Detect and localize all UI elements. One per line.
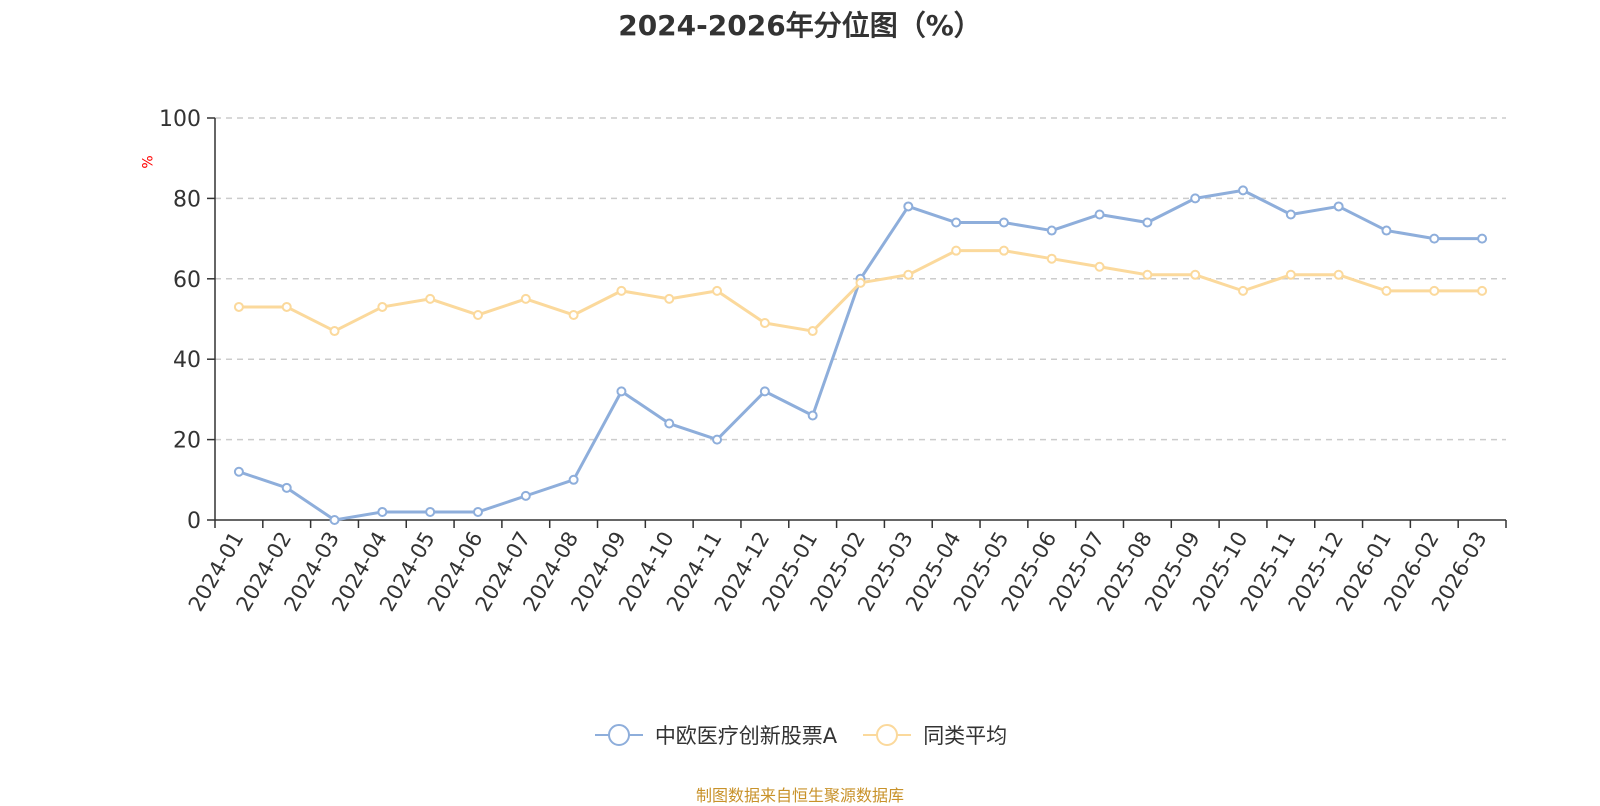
series-2-point [1094, 261, 1105, 272]
series-1-point [903, 201, 914, 212]
series-2-point [1381, 285, 1392, 296]
series-1-point [1142, 217, 1153, 228]
series-1-point [1238, 185, 1249, 196]
series-2-point [998, 245, 1009, 256]
series-2-point [472, 309, 483, 320]
series-2-point [951, 245, 962, 256]
y-tick-label: 40 [173, 348, 201, 373]
series-2-point [903, 269, 914, 280]
y-tick-label: 0 [187, 509, 201, 534]
series-2-point [855, 277, 866, 288]
series-2-point [281, 301, 292, 312]
series-2-point [233, 301, 244, 312]
legend-item-series-a[interactable]: 中欧医疗创新股票A [593, 720, 837, 750]
series-1-point [807, 410, 818, 421]
y-axis-unit-label: % [140, 155, 157, 169]
legend-item-series-b[interactable]: 同类平均 [861, 720, 1007, 750]
series-2-point [807, 326, 818, 337]
series-1-point [616, 386, 627, 397]
series-2-point [1190, 269, 1201, 280]
legend-marker-icon [594, 724, 643, 746]
series-1-point [1429, 233, 1440, 244]
series-1-point [1333, 201, 1344, 212]
series-2-point [1285, 269, 1296, 280]
series-1-point [281, 482, 292, 493]
series-1-point [1046, 225, 1057, 236]
legend-label: 中欧医疗创新股票A [654, 724, 838, 748]
series-1-point [472, 506, 483, 517]
series-2-point [759, 318, 770, 329]
legend-marker-icon [863, 724, 912, 746]
legend-label: 同类平均 [923, 724, 1008, 748]
series-2-point [425, 293, 436, 304]
series-1-point [664, 418, 675, 429]
y-tick-label: 100 [159, 107, 201, 132]
series-2-point [616, 285, 627, 296]
series-1-point [1381, 225, 1392, 236]
series-1-point [759, 386, 770, 397]
y-tick-label: 80 [173, 187, 201, 212]
series-1-point [520, 490, 531, 501]
chart-title: 2024-2026年分位图（%） [618, 9, 982, 42]
series-1-point [425, 506, 436, 517]
series-2-point [712, 285, 723, 296]
series-1-point [1285, 209, 1296, 220]
series-1-point [951, 217, 962, 228]
series-line-2 [238, 249, 1483, 333]
series-2-point [664, 293, 675, 304]
y-tick-label: 20 [173, 429, 201, 454]
series-2-point [329, 326, 340, 337]
series-1-point [1190, 193, 1201, 204]
series-2-point [1429, 285, 1440, 296]
series-1-point [568, 474, 579, 485]
series-1-point [1477, 233, 1488, 244]
series-1-point [998, 217, 1009, 228]
series-2-point [1238, 285, 1249, 296]
series-2-point [377, 301, 388, 312]
y-tick-label: 60 [173, 268, 201, 293]
series-2-point [1477, 285, 1488, 296]
series-1-point [329, 515, 340, 525]
series-2-point [1142, 269, 1153, 280]
legend: 中欧医疗创新股票A 同类平均 [0, 720, 1600, 750]
series-1-point [1094, 209, 1105, 220]
series-2-point [1046, 253, 1057, 264]
series-1-point [233, 466, 244, 477]
series-1-point [712, 434, 723, 445]
series-1-point [377, 506, 388, 517]
source-note: 制图数据来自恒生聚源数据库 [695, 786, 904, 805]
series-2-point [568, 309, 579, 320]
series-2-point [1333, 269, 1344, 280]
series-line-1 [238, 188, 1483, 522]
series-2-point [520, 293, 531, 304]
